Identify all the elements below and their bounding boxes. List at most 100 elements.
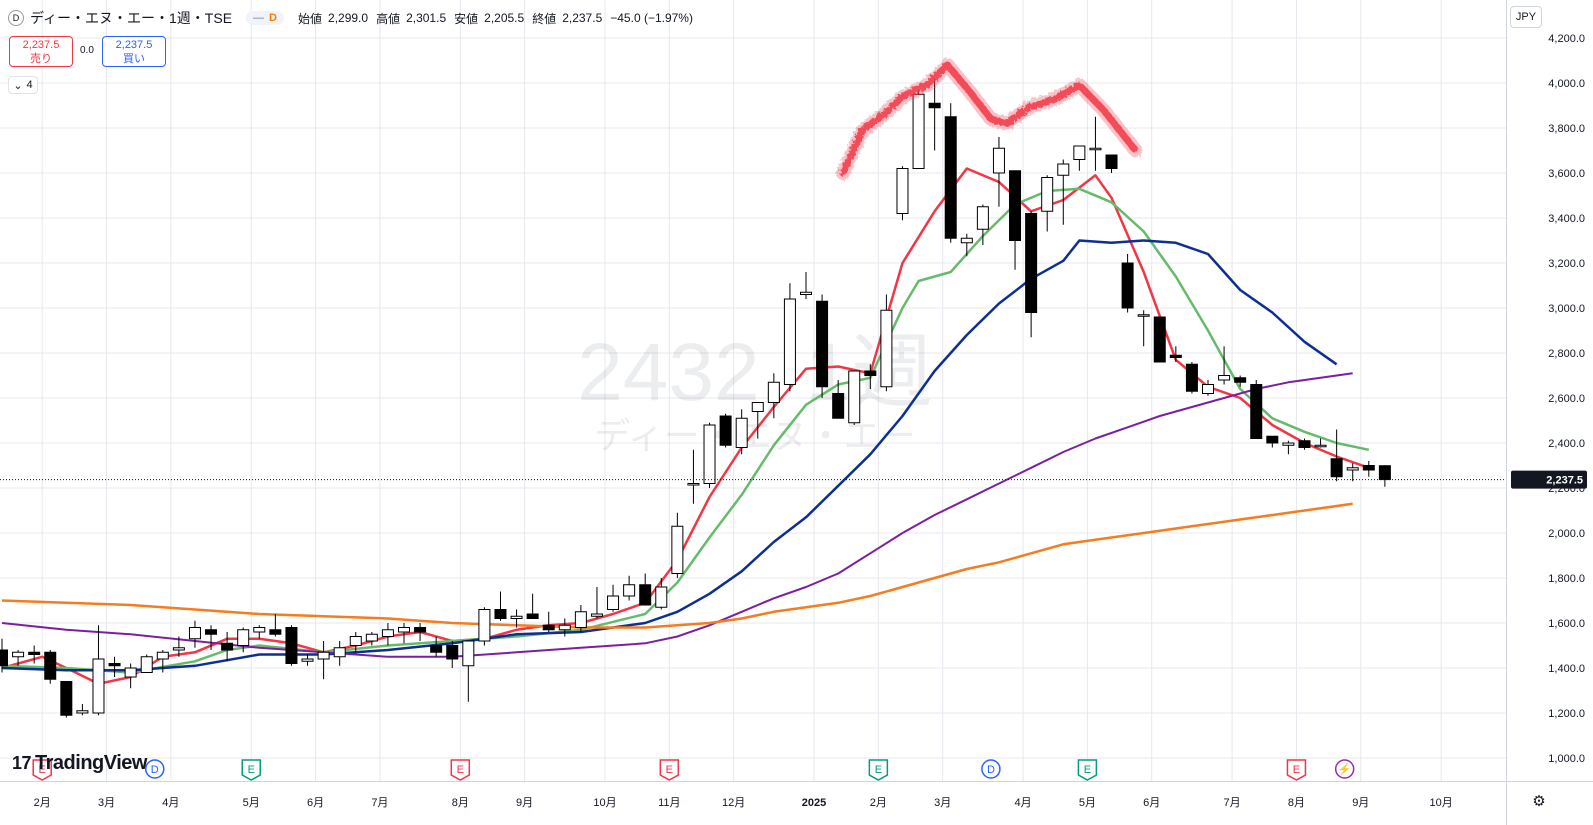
x-tick-label: 10月 [593, 797, 616, 809]
candle [1234, 375, 1247, 387]
tradingview-mark-icon: 17 [12, 753, 32, 773]
event-label: ⚡ [1338, 763, 1352, 776]
candle-body [1314, 444, 1327, 448]
candle [494, 591, 507, 621]
event-marker: E [659, 759, 680, 781]
candle [237, 627, 250, 653]
x-tick-label: 12月 [722, 797, 745, 809]
y-tick-label: 2,400.0 [1548, 438, 1585, 450]
candle [1185, 362, 1198, 394]
candle-body [1234, 377, 1247, 383]
candle [687, 449, 700, 504]
candle [1121, 254, 1134, 313]
event-label: E [1084, 764, 1091, 776]
brand-text: TradingView [35, 752, 147, 774]
event-badge [1286, 759, 1307, 781]
candle [205, 625, 218, 650]
x-tick-label: 4月 [162, 797, 179, 809]
indicators-toggle-button[interactable]: ⌄ 4 [8, 76, 38, 94]
event-label: E [248, 764, 255, 776]
candle-body [205, 629, 218, 635]
candle [526, 593, 539, 619]
candle-body [76, 710, 89, 714]
settings-gear-icon[interactable]: ⚙ [1532, 793, 1546, 810]
symbol-title[interactable]: ディー・エヌ・エー・1週・TSE [30, 10, 233, 26]
candle-body [1105, 154, 1118, 169]
candle-body [1169, 354, 1182, 358]
candle-body [607, 595, 620, 610]
candle [1218, 346, 1231, 385]
candle [655, 578, 668, 610]
candle-body [1298, 440, 1311, 448]
buy-button[interactable]: 2,237.5 買い [102, 36, 166, 67]
candle-body [574, 611, 587, 628]
candle [928, 78, 941, 151]
candle [1202, 380, 1214, 396]
candle-body [1362, 465, 1375, 471]
candle-body [124, 667, 137, 678]
candle-body [783, 298, 796, 385]
candle-body [1009, 170, 1022, 241]
candle-body [590, 613, 603, 617]
candle [1057, 159, 1070, 225]
change-value: −45.0 (−1.97%) [610, 11, 693, 25]
event-label: D [987, 764, 995, 776]
candle [414, 623, 427, 641]
candle [381, 623, 394, 646]
interval-pill[interactable]: — D [246, 11, 284, 25]
candle [156, 650, 169, 673]
x-tick-label: 5月 [1079, 797, 1096, 809]
candle [172, 636, 185, 657]
candle-body [12, 651, 25, 658]
x-tick-label: 5月 [243, 797, 260, 809]
candle-body [719, 415, 732, 446]
event-marker: E [32, 759, 52, 781]
x-tick-label: 9月 [516, 797, 533, 809]
candle [590, 587, 603, 619]
x-tick-label: 3月 [934, 797, 951, 809]
candle-body [623, 584, 636, 597]
candle [92, 625, 105, 716]
candle [285, 625, 298, 666]
ma-line [1, 167, 1370, 686]
event-label: E [1293, 764, 1300, 776]
candle [735, 409, 748, 455]
event-badge [32, 759, 52, 781]
candle [880, 294, 893, 392]
candle [671, 512, 684, 578]
candle-body [1121, 262, 1134, 309]
low-label: 安値 [454, 11, 479, 26]
candle-body [767, 381, 780, 403]
candle [188, 620, 201, 648]
currency-button[interactable]: JPY [1510, 6, 1542, 28]
candle-body [365, 633, 378, 642]
candle-body [1346, 467, 1359, 471]
candle-body [237, 629, 250, 646]
candle [140, 654, 153, 673]
candle-body [1057, 163, 1070, 176]
event-badge [981, 759, 1001, 779]
x-tick-label: 2025 [802, 797, 826, 809]
candle [960, 233, 973, 257]
x-tick-label: 2月 [870, 797, 887, 809]
event-marker: E [450, 759, 471, 781]
last-price-tag [1511, 470, 1587, 489]
candle-body [317, 651, 330, 660]
y-tick-label: 4,200.0 [1548, 33, 1585, 45]
y-tick-label: 4,000.0 [1548, 78, 1585, 90]
candle-body [976, 206, 989, 230]
candle-body [1089, 147, 1102, 151]
candle-body [1137, 314, 1150, 317]
sell-price: 2,237.5 [22, 39, 60, 51]
sell-button[interactable]: 2,237.5 売り [9, 36, 73, 67]
x-tick-label: 6月 [307, 797, 324, 809]
high-value: 2,301.5 [406, 11, 447, 25]
candle-body [1041, 177, 1054, 212]
candle-body [478, 609, 491, 642]
candle [992, 137, 1005, 207]
y-tick-label: 3,600.0 [1548, 168, 1585, 180]
symbol-logo-icon: D [8, 10, 24, 26]
candle [221, 632, 234, 662]
ma-line [1, 502, 1353, 629]
